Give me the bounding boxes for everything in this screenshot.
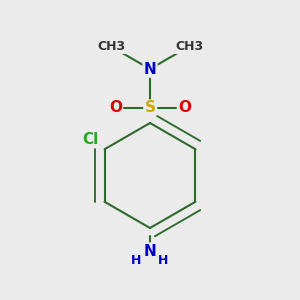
Text: N: N <box>144 244 156 259</box>
Text: H: H <box>131 254 142 268</box>
Text: Cl: Cl <box>82 132 98 147</box>
Text: O: O <box>178 100 191 116</box>
Text: O: O <box>109 100 122 116</box>
Text: CH3: CH3 <box>97 40 125 53</box>
Text: N: N <box>144 61 156 76</box>
Text: CH3: CH3 <box>175 40 203 53</box>
Text: S: S <box>145 100 155 116</box>
Text: H: H <box>158 254 169 268</box>
